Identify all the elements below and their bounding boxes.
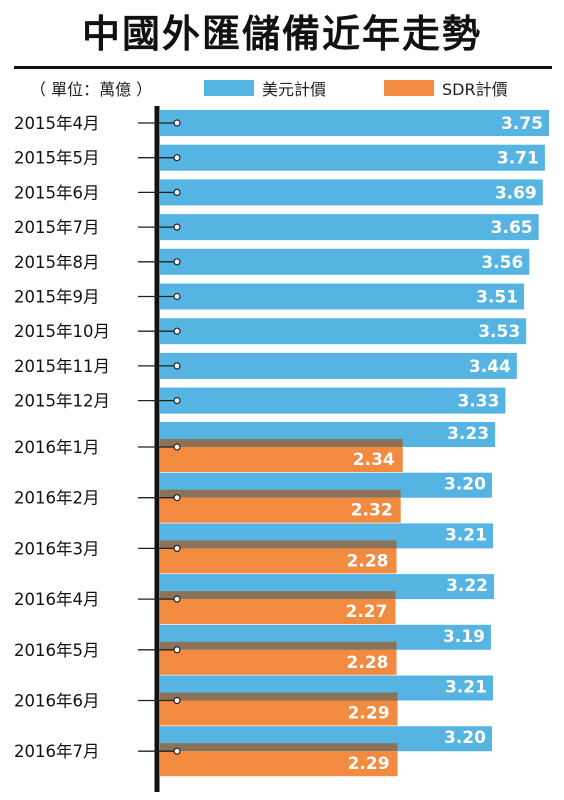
category-label: 2016年1月 — [14, 438, 100, 457]
sdr-bar — [160, 497, 401, 523]
legend-swatch-usd — [204, 80, 254, 96]
tick-dot — [173, 747, 181, 755]
tick-dot — [173, 188, 181, 196]
sdr-bar-shadow — [160, 743, 398, 752]
usd-bar — [160, 110, 549, 136]
sdr-value-label: 2.29 — [348, 754, 390, 774]
category-label: 2015年8月 — [14, 253, 100, 272]
usd-value-label: 3.65 — [491, 218, 533, 238]
usd-value-label: 3.56 — [481, 253, 523, 273]
sdr-bar — [160, 700, 398, 726]
usd-bar — [160, 179, 543, 206]
tick-dot — [173, 494, 181, 502]
usd-value-label: 3.44 — [469, 357, 511, 377]
category-label: 2016年7月 — [14, 742, 100, 761]
tick-dot — [173, 119, 181, 127]
usd-value-label: 3.75 — [501, 114, 543, 134]
usd-value-label: 3.22 — [446, 576, 488, 596]
tick-dot — [173, 154, 181, 162]
usd-value-label: 3.20 — [444, 475, 486, 495]
usd-bar — [160, 352, 517, 379]
usd-value-label: 3.20 — [444, 728, 486, 748]
usd-bar — [160, 248, 530, 275]
usd-bar — [160, 144, 545, 171]
category-label: 2015年10月 — [14, 322, 110, 341]
category-label: 2015年4月 — [14, 114, 100, 133]
title-divider — [14, 66, 552, 69]
tick-dot — [173, 327, 181, 335]
sdr-value-label: 2.28 — [347, 551, 389, 571]
category-label: 2016年5月 — [14, 641, 100, 660]
legend-swatch-sdr — [384, 80, 434, 96]
sdr-bar — [160, 649, 397, 675]
usd-value-label: 3.53 — [478, 322, 520, 342]
tick-dot — [173, 258, 181, 266]
sdr-bar-shadow — [160, 439, 403, 447]
chart-title: 中國外匯儲備近年走勢 — [81, 11, 482, 56]
usd-value-label: 3.21 — [445, 678, 487, 698]
legend-label-sdr: SDR計價 — [442, 80, 508, 99]
usd-value-label: 3.23 — [447, 424, 489, 444]
category-label: 2016年4月 — [14, 590, 100, 609]
sdr-bar-shadow — [160, 540, 397, 549]
usd-value-label: 3.51 — [476, 288, 518, 308]
sdr-value-label: 2.29 — [348, 704, 390, 724]
sdr-bar-shadow — [160, 692, 398, 701]
sdr-value-label: 2.34 — [353, 450, 395, 470]
category-label: 2015年9月 — [14, 288, 100, 307]
sdr-value-label: 2.28 — [347, 653, 389, 673]
category-label: 2016年6月 — [14, 692, 100, 711]
tick-dot — [173, 223, 181, 231]
tick-dot — [173, 646, 181, 654]
sdr-bar-shadow — [160, 489, 401, 498]
usd-bar — [160, 214, 539, 241]
sdr-bar-shadow — [160, 591, 396, 600]
usd-value-label: 3.69 — [495, 183, 537, 203]
sdr-bar — [160, 751, 398, 777]
category-label: 2015年5月 — [14, 149, 100, 168]
category-label: 2015年11月 — [14, 357, 110, 376]
sdr-bar — [160, 447, 403, 472]
sdr-value-label: 2.32 — [351, 501, 393, 521]
tick-dot — [173, 595, 181, 603]
usd-value-label: 3.19 — [443, 627, 485, 647]
usd-value-label: 3.33 — [457, 392, 499, 412]
category-label: 2016年2月 — [14, 489, 100, 508]
tick-dot — [173, 397, 181, 405]
category-label: 2015年7月 — [14, 218, 100, 237]
usd-value-label: 3.21 — [445, 525, 487, 545]
tick-dot — [173, 443, 181, 451]
usd-bar — [160, 318, 527, 345]
chart-legend: （ 單位：萬億 ） 美元計價 SDR計價 — [0, 72, 564, 102]
usd-bar — [160, 283, 525, 310]
unit-label: （ 單位：萬億 ） — [30, 80, 153, 99]
category-label: 2015年6月 — [14, 183, 100, 202]
sdr-value-label: 2.27 — [346, 602, 388, 622]
tick-dot — [173, 362, 181, 370]
usd-bar — [160, 387, 506, 414]
sdr-bar-shadow — [160, 641, 397, 650]
legend-label-usd: 美元計價 — [262, 80, 327, 99]
usd-value-label: 3.71 — [497, 149, 539, 169]
sdr-bar — [160, 548, 397, 574]
category-label: 2015年12月 — [14, 392, 110, 411]
tick-dot — [173, 292, 181, 301]
sdr-bar — [160, 599, 396, 625]
category-label: 2016年3月 — [14, 539, 100, 558]
tick-dot — [173, 544, 181, 553]
tick-dot — [173, 696, 181, 705]
